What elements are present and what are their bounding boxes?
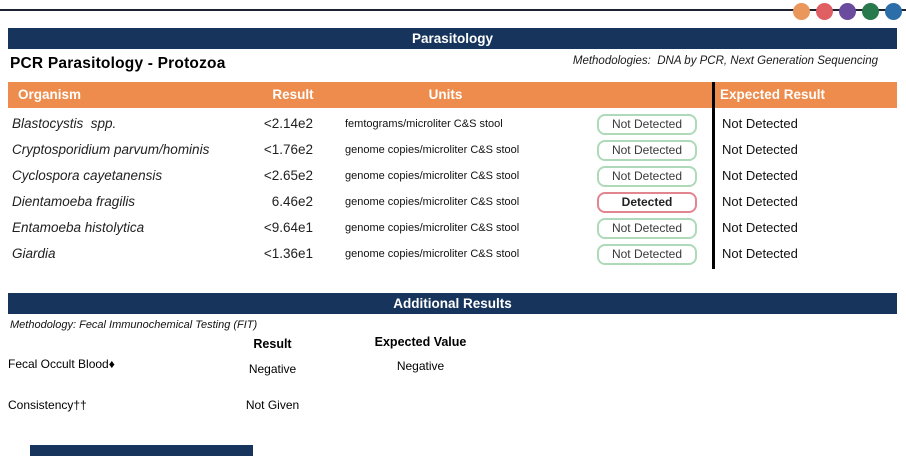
brand-dot-red-icon <box>816 3 833 20</box>
units-label: femtograms/microliter C&S stool <box>345 118 503 130</box>
table-row: Dientamoeba fragilis 6.46e2 genome copie… <box>8 190 897 216</box>
table-row: Cyclospora cayetanensis <2.65e2 genome c… <box>8 164 897 190</box>
brand-dot-purple-icon <box>839 3 856 20</box>
expected-result: Not Detected <box>722 116 798 131</box>
additional-column-header-result: Result <box>253 337 292 351</box>
consistency-label: Consistency†† <box>8 398 87 412</box>
result-value: <1.36e1 <box>263 246 313 261</box>
expected-result: Not Detected <box>722 194 798 209</box>
column-header-expected: Expected Result <box>720 87 826 102</box>
top-rule-line <box>0 9 906 11</box>
result-value: <2.65e2 <box>263 168 313 183</box>
result-value: <9.64e1 <box>263 220 313 235</box>
status-badge: Not Detected <box>597 114 697 135</box>
expected-result: Not Detected <box>722 246 798 261</box>
brand-dot-green-icon <box>862 3 879 20</box>
table-row: Cryptosporidium parvum/hominis <1.76e2 g… <box>8 138 897 164</box>
organism-name: Cyclospora cayetanensis <box>12 168 163 183</box>
status-badge: Not Detected <box>597 166 697 187</box>
parasitology-section-header: Parasitology <box>8 28 897 49</box>
page-title: PCR Parasitology - Protozoa <box>10 55 226 72</box>
expected-column-divider <box>712 82 715 269</box>
fit-methodology-note: Methodology: Fecal Immunochemical Testin… <box>10 319 258 331</box>
units-label: genome copies/microliter C&S stool <box>345 144 520 156</box>
result-value: <1.76e2 <box>263 142 313 157</box>
next-section-bar-partial <box>30 445 253 456</box>
fecal-occult-blood-label: Fecal Occult Blood♦ <box>8 357 115 371</box>
organism-name: Giardia <box>12 246 56 261</box>
result-value: 6.46e2 <box>271 194 313 209</box>
organism-name: Dientamoeba fragilis <box>12 194 136 209</box>
brand-dot-blue-icon <box>885 3 902 20</box>
status-badge: Not Detected <box>597 140 697 161</box>
fecal-occult-blood-expected: Negative <box>396 359 445 373</box>
brand-dots <box>793 3 902 20</box>
organism-table: Blastocystis spp. <2.14e2 femtograms/mic… <box>8 112 897 268</box>
expected-result: Not Detected <box>722 142 798 157</box>
methodologies-note: Methodologies: DNA by PCR, Next Generati… <box>572 55 878 67</box>
table-header-row: Organism Result Units Expected Result <box>8 82 897 108</box>
units-label: genome copies/microliter C&S stool <box>345 222 520 234</box>
status-badge: Not Detected <box>597 244 697 265</box>
units-label: genome copies/microliter C&S stool <box>345 196 520 208</box>
table-row: Giardia <1.36e1 genome copies/microliter… <box>8 242 897 268</box>
consistency-result: Not Given <box>245 398 300 412</box>
column-header-organism: Organism <box>18 87 82 102</box>
fecal-occult-blood-result: Negative <box>248 362 297 376</box>
additional-results-section-header: Additional Results <box>8 293 897 314</box>
expected-result: Not Detected <box>722 220 798 235</box>
column-header-result: Result <box>272 87 314 102</box>
organism-name: Cryptosporidium parvum/hominis <box>12 142 210 157</box>
units-label: genome copies/microliter C&S stool <box>345 248 520 260</box>
column-header-units: Units <box>428 87 463 102</box>
table-row: Entamoeba histolytica <9.64e1 genome cop… <box>8 216 897 242</box>
status-badge-detected: Detected <box>597 192 697 213</box>
units-label: genome copies/microliter C&S stool <box>345 170 520 182</box>
organism-name: Blastocystis spp. <box>12 116 117 131</box>
expected-result: Not Detected <box>722 168 798 183</box>
result-value: <2.14e2 <box>263 116 313 131</box>
organism-name: Entamoeba histolytica <box>12 220 145 235</box>
brand-dot-orange-icon <box>793 3 810 20</box>
additional-column-header-expected: Expected Value <box>374 335 467 349</box>
status-badge: Not Detected <box>597 218 697 239</box>
table-row: Blastocystis spp. <2.14e2 femtograms/mic… <box>8 112 897 138</box>
